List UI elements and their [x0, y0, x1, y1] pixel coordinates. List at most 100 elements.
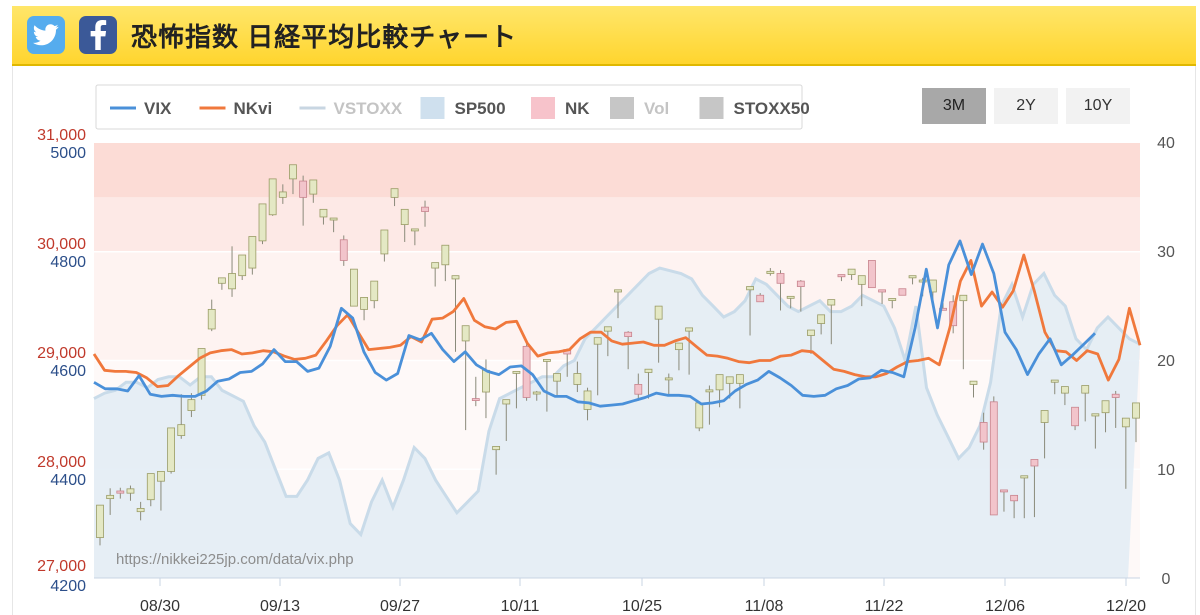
legend-item-vstoxx[interactable]: VSTOXX: [299, 99, 403, 118]
legend-item-stoxx50[interactable]: STOXX50: [699, 97, 810, 119]
nk-candle-body: [106, 494, 115, 500]
nk-candle-76: [868, 260, 876, 289]
legend-item-nkvi[interactable]: NKvi: [199, 99, 273, 118]
nk-candle-27: [370, 280, 379, 309]
nk-candle-body: [664, 377, 673, 381]
sp500-area: [94, 268, 1140, 578]
nk-candle-body: [644, 368, 653, 373]
nk-candle-22: [319, 208, 328, 225]
nk-candle-91: [1020, 475, 1029, 519]
legend-item-sp500[interactable]: SP500: [420, 97, 506, 119]
nk-candle-64: [746, 286, 754, 336]
nk-candle-39: [492, 446, 501, 475]
nk-candle-80: [908, 275, 917, 285]
nk-candle-body: [126, 488, 135, 494]
sp500-axis-label: 4200: [50, 578, 86, 595]
facebook-icon: [90, 20, 107, 50]
nk-candle-body: [502, 399, 511, 405]
nk-candle-body: [593, 337, 602, 345]
nk-candle-body: [1121, 417, 1130, 428]
nk-candle-body: [817, 314, 826, 324]
legend-label: VIX: [144, 99, 172, 118]
nk-candle-13: [228, 246, 236, 297]
nk-candle-52: [624, 331, 633, 370]
nkvi-line: [92, 253, 1142, 388]
nk-candle-17: [268, 178, 277, 216]
nk-candle-body: [979, 422, 988, 443]
nk-candle-100: [1111, 390, 1120, 428]
sp500-axis-label: 4600: [50, 363, 86, 380]
nk-candle-body: [360, 297, 368, 310]
nk-candle-29: [390, 188, 399, 207]
page-title: 恐怖指数 日経平均比較チャート: [131, 21, 517, 52]
nk-candle-23: [329, 217, 338, 233]
nk-candle-71: [817, 314, 826, 335]
nk-candle-body: [756, 294, 765, 303]
nk-candle-body: [471, 398, 480, 401]
nk-candle-56: [664, 373, 673, 397]
nk-candle-body: [1111, 393, 1120, 398]
nk-candle-body: [1132, 402, 1140, 419]
nk-candle-body: [532, 391, 541, 395]
nk-candle-body: [187, 399, 196, 411]
nk-candle-body: [461, 325, 470, 342]
nk-candle-59: [695, 402, 704, 432]
nk-candle-44: [543, 359, 551, 412]
legend-item-nk[interactable]: NK: [531, 97, 590, 119]
nk-candle-body: [878, 289, 886, 293]
nk-candle-body: [603, 326, 612, 332]
legend-swatch: [531, 97, 555, 119]
nk-candle-86: [969, 380, 978, 398]
legend-swatch: [699, 97, 724, 119]
nk-candle-4: [136, 501, 145, 521]
nk-candle-102: [1132, 402, 1140, 443]
nk-candle-body: [908, 275, 917, 279]
nk-candle-21: [309, 179, 318, 203]
nk-candle-body: [969, 380, 978, 385]
nk-candle-body: [268, 178, 277, 216]
nk-candle-55: [654, 305, 663, 363]
nk-candle-90: [1010, 494, 1019, 519]
nk-candle-30: [400, 208, 409, 242]
x-tick-label: 08/30: [140, 598, 180, 615]
nk-candle-body: [614, 289, 622, 293]
legend-label: NK: [565, 99, 590, 118]
nk-candle-65: [756, 293, 765, 303]
vix-axis-label: 0: [1162, 571, 1171, 588]
range-10y-button[interactable]: 10Y: [1066, 88, 1130, 124]
nk-candle-50: [603, 326, 612, 357]
range-3m-button[interactable]: 3M: [922, 88, 986, 124]
legend-label: NKvi: [234, 99, 273, 118]
legend-item-vix[interactable]: VIX: [110, 99, 172, 118]
vix-axis-label: 30: [1157, 244, 1175, 261]
nk-candle-body: [238, 254, 247, 277]
range-2y-button[interactable]: 2Y: [994, 88, 1058, 124]
nk-candle-2: [116, 487, 125, 499]
nk-candle-72: [827, 299, 836, 345]
nk-candle-body: [228, 273, 236, 290]
nk-candle-35: [451, 275, 460, 352]
chart-frame: [12, 66, 1196, 615]
nk-candle-body: [685, 327, 693, 332]
nk-candle-body: [451, 275, 460, 280]
nk-candle-96: [1071, 406, 1079, 431]
nk-candle-body: [1081, 385, 1090, 394]
nk-candle-88: [989, 396, 998, 516]
nk-candle-60: [705, 385, 714, 425]
x-tick-label: 12/06: [985, 598, 1025, 615]
nk-candle-body: [278, 191, 287, 198]
nk-candle-101: [1121, 417, 1130, 489]
nk-candle-body: [837, 274, 846, 278]
x-tick-label: 09/13: [260, 598, 300, 615]
nk-candle-body: [725, 376, 734, 384]
twitter-share-button[interactable]: [27, 16, 65, 54]
facebook-share-button[interactable]: [79, 16, 117, 54]
nk-candle-body: [735, 374, 744, 384]
nk-candle-15: [248, 236, 257, 275]
nk-candle-58: [685, 327, 693, 375]
nk-candle-20: [299, 175, 308, 226]
nk-candle-body: [197, 348, 206, 396]
legend-item-vol[interactable]: Vol: [610, 97, 669, 119]
nk-candle-87: [979, 412, 988, 450]
nk-candle-67: [776, 270, 785, 311]
